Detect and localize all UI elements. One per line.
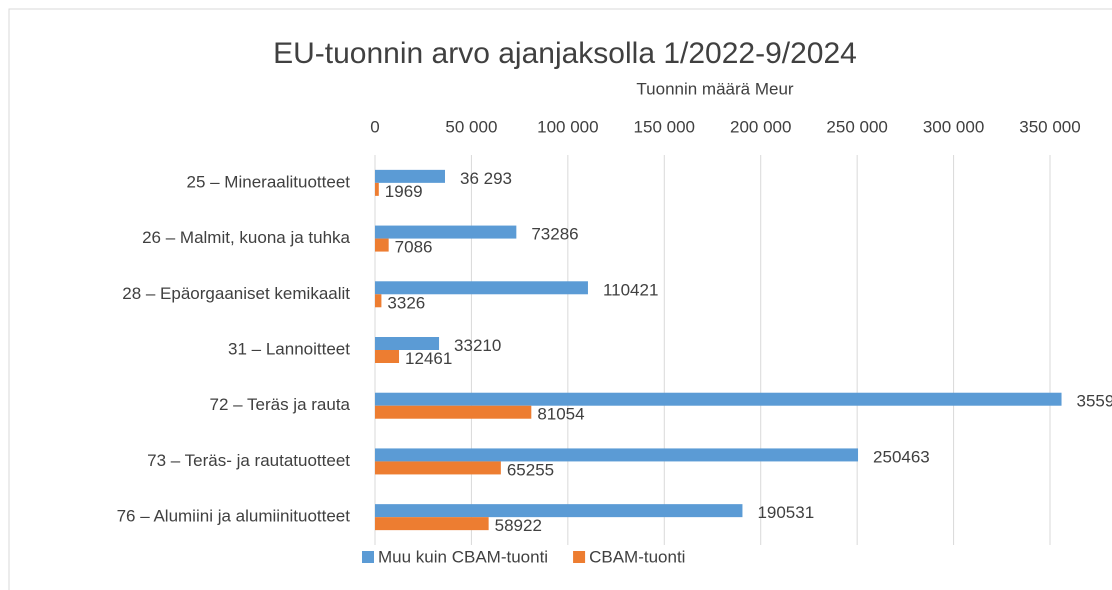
x-tick-label: 350 000 — [1019, 117, 1080, 136]
data-label: 3326 — [387, 293, 425, 312]
bar — [375, 448, 859, 462]
legend-swatch — [362, 551, 374, 563]
bar — [375, 504, 743, 518]
data-label: 73286 — [531, 225, 578, 244]
bar — [375, 238, 389, 252]
bar — [375, 169, 445, 183]
bar — [375, 294, 382, 308]
x-tick-label: 50 000 — [445, 117, 497, 136]
x-tick-label: 200 000 — [730, 117, 791, 136]
data-label: 81054 — [537, 405, 584, 424]
y-tick-label: 31 – Lannoitteet — [228, 339, 350, 358]
bar — [375, 517, 489, 531]
bar — [375, 337, 440, 350]
x-tick-label: 0 — [370, 117, 379, 136]
bar — [375, 392, 1062, 406]
bar — [375, 182, 379, 196]
data-label: 250463 — [873, 447, 930, 466]
data-label: 190531 — [757, 503, 814, 522]
data-label: 58922 — [495, 516, 542, 535]
bar — [375, 225, 517, 239]
x-tick-label: 150 000 — [634, 117, 695, 136]
legend-label: CBAM-tuonti — [589, 547, 685, 566]
axis-title: Tuonnin määrä Meur — [636, 79, 794, 98]
bar — [375, 405, 532, 419]
y-tick-label: 73 – Teräs- ja rautatuotteet — [147, 451, 350, 470]
y-tick-label: 76 – Alumiini ja alumiinituotteet — [117, 507, 351, 526]
bar — [375, 461, 501, 475]
data-label: 110421 — [603, 280, 658, 299]
x-tick-label: 100 000 — [537, 117, 598, 136]
data-label: 33210 — [454, 336, 501, 355]
data-label: 355978 — [1077, 392, 1112, 411]
y-tick-label: 25 – Mineraalituotteet — [187, 172, 351, 191]
x-tick-label: 250 000 — [826, 117, 887, 136]
data-label: 12461 — [405, 349, 452, 368]
y-tick-label: 26 – Malmit, kuona ja tuhka — [142, 228, 350, 247]
legend-swatch — [573, 551, 586, 563]
x-tick-label: 300 000 — [923, 117, 984, 136]
data-label: 36 293 — [460, 169, 512, 188]
chart-title: EU-tuonnin arvo ajanjaksolla 1/2022-9/20… — [273, 37, 857, 70]
legend-label: Muu kuin CBAM-tuonti — [378, 547, 548, 566]
chart-border — [8, 8, 1112, 590]
data-label: 1969 — [385, 182, 423, 201]
y-tick-label: 72 – Teräs ja rauta — [210, 395, 351, 414]
y-tick-label: 28 – Epäorgaaniset kemikaalit — [122, 284, 350, 303]
bar — [375, 281, 588, 295]
data-label: 65255 — [507, 460, 554, 479]
bar — [375, 350, 400, 363]
data-label: 7086 — [395, 238, 433, 257]
